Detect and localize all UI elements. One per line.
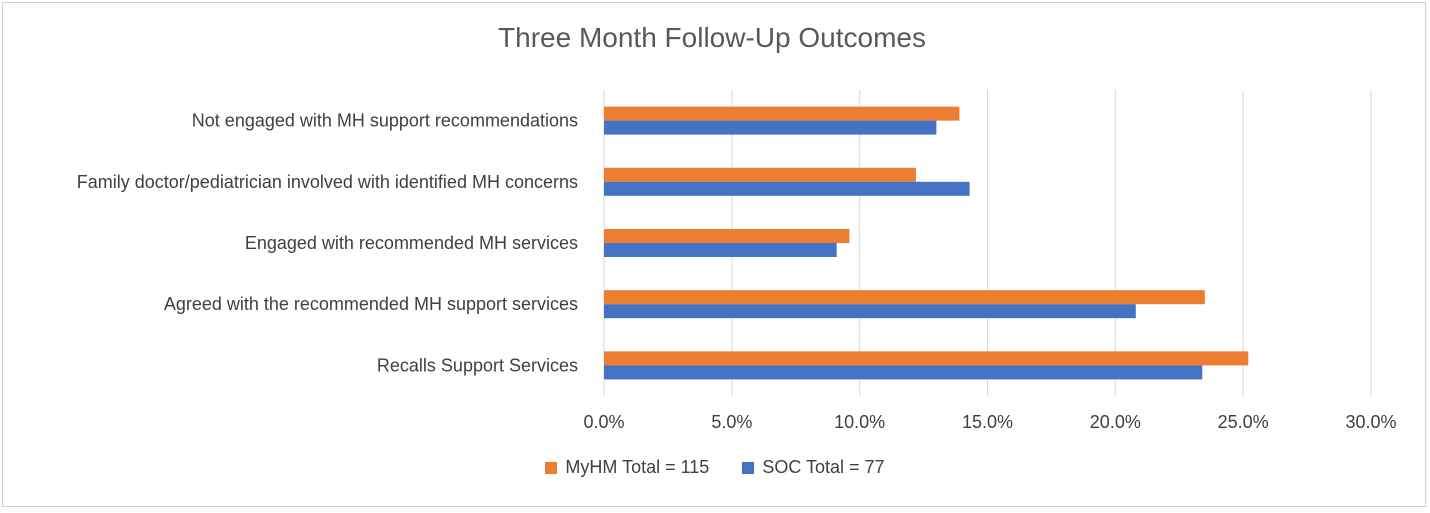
category-label: Engaged with recommended MH services <box>245 233 578 253</box>
bar-myhm <box>604 229 850 243</box>
legend-label-myhm: MyHM Total = 115 <box>565 457 710 477</box>
bar-soc <box>604 304 1136 319</box>
bar-soc <box>604 120 937 135</box>
legend-swatch-myhm <box>545 461 558 474</box>
legend-label-soc: SOC Total = 77 <box>762 457 885 477</box>
x-tick-label: 15.0% <box>962 412 1013 432</box>
x-tick-label: 25.0% <box>1218 412 1269 432</box>
bar-myhm <box>604 167 916 182</box>
x-tick-label: 5.0% <box>711 412 752 432</box>
category-label: Recalls Support Services <box>377 355 578 375</box>
bar-myhm <box>604 290 1205 305</box>
x-tick-label: 30.0% <box>1345 412 1396 432</box>
bar-soc <box>604 181 970 196</box>
x-tick-label: 20.0% <box>1090 412 1141 432</box>
legend-item-soc: SOC Total = 77 <box>742 457 885 478</box>
bar-myhm <box>604 351 1249 366</box>
legend-item-myhm: MyHM Total = 115 <box>545 457 709 478</box>
bar-soc <box>604 243 837 257</box>
x-tick-label: 0.0% <box>583 412 624 432</box>
bar-myhm <box>604 106 960 121</box>
x-tick-label: 10.0% <box>834 412 885 432</box>
legend-swatch-soc <box>742 461 755 474</box>
chart-title: Three Month Follow-Up Outcomes <box>498 22 926 53</box>
bar-soc <box>604 365 1203 380</box>
category-label: Agreed with the recommended MH support s… <box>164 294 578 314</box>
legend: MyHM Total = 115 SOC Total = 77 <box>0 457 1430 479</box>
category-label: Family doctor/pediatrician involved with… <box>77 172 578 192</box>
category-label: Not engaged with MH support recommendati… <box>192 111 578 131</box>
